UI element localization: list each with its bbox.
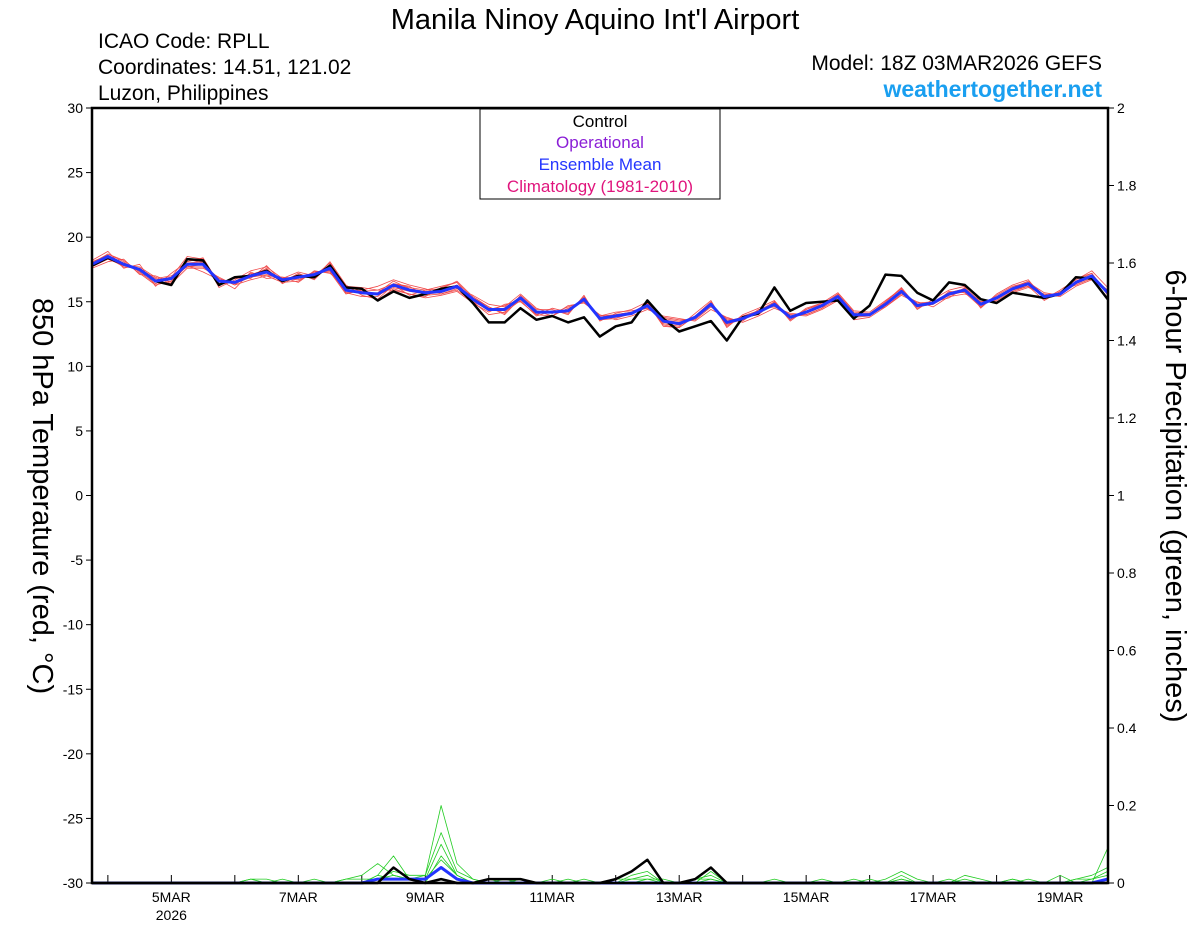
y-tick-left-label: 15	[67, 294, 83, 310]
y-axis-left-ticks: 30 25 20 15 10 5 0 -5 -10 -15 -20 -25 -30	[63, 100, 92, 891]
y-tick-right-label: 2	[1117, 100, 1125, 116]
y-tick-left-label: 10	[67, 358, 83, 374]
chart-title: Manila Ninoy Aquino Int'l Airport	[391, 4, 800, 36]
temperature-member-lines	[91, 250, 1109, 329]
temperature-member-line	[91, 258, 1108, 322]
temperature-member-line	[91, 258, 1108, 322]
y-tick-left-label: 0	[75, 488, 83, 504]
y-tick-right-label: 1	[1117, 488, 1125, 504]
y-tick-left-label: -10	[63, 617, 83, 633]
y-tick-right-label: 1.4	[1117, 333, 1137, 349]
x-tick-label: 5MAR	[152, 889, 191, 905]
site-link[interactable]: weathertogether.net	[882, 76, 1102, 102]
precip-member-line	[92, 855, 1108, 884]
x-tick-label: 9MAR	[406, 889, 445, 905]
temperature-member-line	[91, 257, 1108, 323]
y-tick-right-label: 0	[1117, 875, 1125, 891]
model-run: Model: 18Z 03MAR2026 GEFS	[811, 52, 1102, 75]
y-tick-left-label: 20	[67, 229, 83, 245]
x-tick-sublabel: 2026	[156, 907, 187, 923]
y-tick-right-label: 0.6	[1117, 643, 1137, 659]
y-tick-right-label: 0.4	[1117, 720, 1137, 736]
region: Luzon, Philippines	[98, 82, 268, 105]
y-tick-left-label: -20	[63, 746, 83, 762]
x-tick-label: 13MAR	[656, 889, 703, 905]
precip-member-lines	[92, 805, 1109, 884]
legend-climatology: Climatology (1981-2010)	[507, 177, 693, 196]
temperature-member-line	[91, 258, 1109, 323]
y-tick-left-label: -5	[71, 552, 84, 568]
legend-operational: Operational	[556, 133, 644, 152]
y-tick-left-label: -15	[63, 681, 83, 697]
y-tick-left-label: -30	[63, 875, 83, 891]
y-tick-left-label: 5	[75, 423, 83, 439]
y-tick-right-label: 1.2	[1117, 410, 1137, 426]
y-tick-right-label: 0.2	[1117, 798, 1137, 814]
legend-ensemble-mean: Ensemble Mean	[539, 155, 662, 174]
precip-member-line	[92, 805, 1109, 884]
legend-control: Control	[573, 112, 628, 131]
x-tick-label: 11MAR	[529, 889, 575, 905]
x-tick-label: 7MAR	[279, 889, 318, 905]
y-axis-left-label: 850 hPa Temperature (red, °C)	[26, 298, 58, 694]
x-tick-label: 17MAR	[910, 889, 957, 905]
x-tick-label: 19MAR	[1037, 889, 1084, 905]
y-tick-left-label: 25	[67, 165, 83, 181]
y-tick-left-label: -25	[63, 810, 83, 826]
temperature-ensemble-mean-line	[91, 255, 1109, 326]
precip-member-line	[92, 843, 1108, 884]
x-axis-ticks: 5MAR 2026 7MAR 9MAR 11MAR 13MAR 15MAR 17MAR 19MA…	[107, 875, 1084, 923]
y-axis-right-ticks: 2 1.8 1.6 1.4 1.2 1 0.8 0.6 0.4 0.2 0	[1108, 100, 1137, 891]
y-tick-right-label: 1.6	[1117, 255, 1137, 271]
y-axis-right-label: 6-hour Precipitation (green, inches)	[1159, 270, 1191, 723]
icao-code: ICAO Code: RPLL	[98, 30, 270, 53]
y-tick-left-label: 30	[67, 100, 83, 116]
coordinates: Coordinates: 14.51, 121.02	[98, 56, 351, 79]
legend: Control Operational Ensemble Mean Climat…	[479, 108, 721, 200]
x-tick-label: 15MAR	[783, 889, 830, 905]
legend-box	[479, 108, 721, 200]
temperature-control-line	[91, 256, 1109, 342]
main-series-lines	[91, 255, 1109, 885]
y-tick-right-label: 0.8	[1117, 565, 1137, 581]
y-tick-right-label: 1.8	[1117, 178, 1137, 194]
precip-member-line	[92, 832, 1108, 884]
plot-frame	[90, 106, 1110, 885]
